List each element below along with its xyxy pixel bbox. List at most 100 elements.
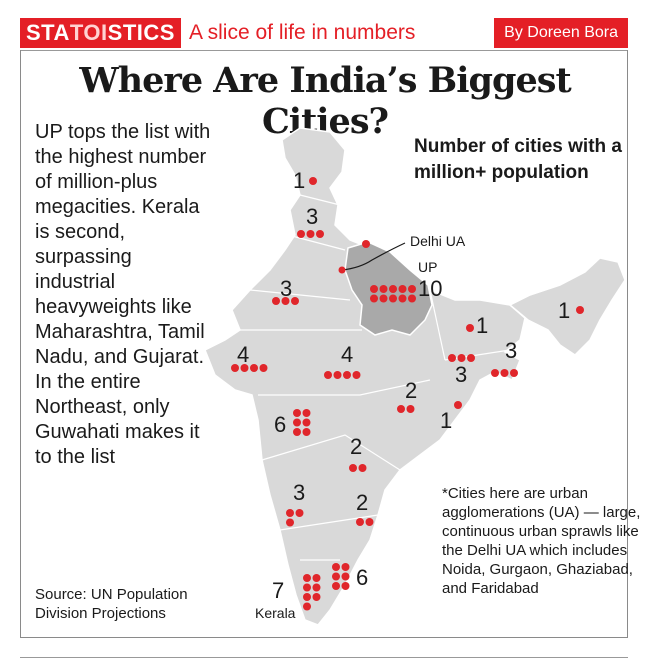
city-dot bbox=[309, 177, 317, 185]
city-dot bbox=[312, 583, 321, 592]
region-count-label: 4 bbox=[237, 342, 249, 367]
city-dot bbox=[349, 464, 357, 472]
city-dot bbox=[370, 294, 378, 303]
region-count-label: 2 bbox=[405, 378, 417, 403]
city-dot bbox=[324, 371, 332, 379]
city-dot bbox=[303, 583, 311, 592]
city-dot bbox=[466, 324, 474, 332]
top-rule bbox=[20, 50, 628, 51]
brand-logo: STA TOI STICS bbox=[20, 18, 181, 48]
city-dot bbox=[397, 405, 405, 413]
city-dot bbox=[312, 574, 321, 582]
header: STA TOI STICS A slice of life in numbers B… bbox=[20, 18, 628, 48]
city-dot bbox=[302, 418, 311, 427]
region-count-label: 6 bbox=[274, 412, 286, 437]
city-dot bbox=[250, 364, 258, 372]
city-dot bbox=[362, 240, 370, 248]
region-count-label: 1 bbox=[440, 408, 452, 433]
delhi-dot bbox=[338, 266, 346, 274]
city-dot bbox=[333, 371, 342, 379]
city-dot bbox=[406, 405, 415, 413]
city-dots bbox=[231, 177, 584, 611]
city-dot bbox=[576, 306, 584, 314]
city-dot bbox=[332, 582, 340, 590]
city-dot bbox=[332, 563, 340, 571]
region-count-label: 3 bbox=[455, 362, 467, 387]
city-dot bbox=[408, 285, 416, 293]
city-dot bbox=[500, 369, 509, 377]
city-dot bbox=[295, 509, 304, 517]
region-count-label: 4 bbox=[341, 342, 353, 367]
city-dot bbox=[341, 582, 350, 590]
city-dot bbox=[286, 518, 294, 527]
city-dot bbox=[365, 518, 374, 526]
city-dot bbox=[454, 401, 462, 409]
city-dot bbox=[408, 294, 416, 303]
region-count-label: 1 bbox=[558, 298, 570, 323]
region-count-label: 1 bbox=[293, 168, 305, 193]
city-dot bbox=[389, 294, 397, 303]
city-dot bbox=[343, 371, 351, 379]
brand-post: STICS bbox=[107, 20, 175, 45]
city-dot bbox=[398, 285, 407, 293]
brand-pre: STA bbox=[26, 20, 70, 45]
city-dot bbox=[352, 371, 361, 379]
city-dot bbox=[297, 230, 305, 238]
footnote: *Cities here are urban agglomerations (U… bbox=[442, 485, 641, 597]
city-dot bbox=[303, 602, 311, 611]
city-dot bbox=[370, 285, 378, 293]
northeast-shape bbox=[508, 257, 626, 356]
region-count-label: 3 bbox=[505, 338, 517, 363]
city-dot bbox=[398, 294, 407, 303]
delhi-callout-label: Delhi UA bbox=[410, 233, 466, 249]
city-dot bbox=[379, 285, 388, 293]
city-dot bbox=[356, 518, 364, 526]
region-count-label: 3 bbox=[306, 204, 318, 229]
city-dot bbox=[291, 297, 299, 305]
city-dot bbox=[240, 364, 249, 372]
city-dot bbox=[448, 354, 456, 362]
city-dot bbox=[303, 593, 311, 601]
legend-title: Number of cities with a million+ populat… bbox=[414, 136, 622, 183]
region-count-label: 6 bbox=[356, 565, 368, 590]
delhi-callout-line bbox=[341, 242, 406, 271]
region-count-label: 1 bbox=[476, 313, 488, 338]
city-dot bbox=[379, 294, 388, 303]
tagline: A slice of life in numbers bbox=[188, 21, 416, 44]
city-dot bbox=[302, 428, 311, 436]
city-dot bbox=[293, 409, 301, 417]
region-count-label: 10 bbox=[418, 276, 442, 301]
city-dot bbox=[286, 509, 294, 517]
city-dot bbox=[293, 418, 301, 427]
region-count-label: 3 bbox=[280, 276, 292, 301]
city-dot bbox=[303, 574, 311, 582]
delhi-callout: Delhi UA bbox=[338, 233, 466, 274]
lede-text: UP tops the list with the highest number… bbox=[35, 121, 211, 468]
content-frame bbox=[20, 50, 628, 638]
brand-block: STA TOI STICS A slice of life in numbers bbox=[20, 18, 415, 48]
city-dot bbox=[272, 297, 280, 305]
region-name-label: UP bbox=[418, 259, 437, 275]
city-dot bbox=[389, 285, 397, 293]
city-dot bbox=[281, 297, 290, 305]
byline: By Doreen Bora bbox=[494, 18, 628, 48]
city-dot bbox=[358, 464, 367, 472]
city-dot bbox=[341, 572, 350, 581]
city-dot bbox=[491, 369, 499, 377]
city-dot bbox=[341, 563, 350, 571]
city-dot bbox=[457, 354, 466, 362]
uttar-pradesh-shape bbox=[344, 241, 433, 336]
city-dot bbox=[302, 409, 311, 417]
city-dot bbox=[231, 364, 239, 372]
city-dot bbox=[510, 369, 518, 377]
map-land bbox=[204, 127, 626, 626]
city-dot bbox=[293, 428, 301, 436]
region-name-label: Kerala bbox=[255, 605, 296, 621]
city-dot bbox=[332, 572, 340, 581]
city-dot bbox=[306, 230, 315, 238]
city-dot bbox=[467, 354, 475, 362]
city-dot bbox=[316, 230, 324, 238]
bottom-rule bbox=[20, 657, 628, 658]
